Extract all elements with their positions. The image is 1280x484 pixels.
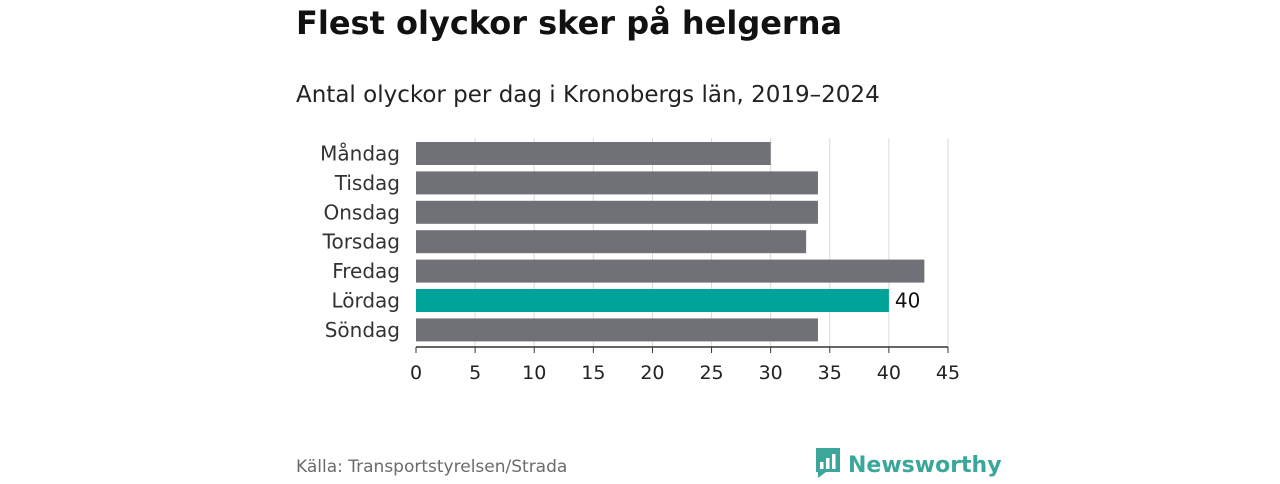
- x-tick-label: 10: [522, 362, 546, 384]
- category-label: Onsdag: [324, 200, 400, 224]
- x-tick-label: 25: [699, 362, 723, 384]
- bar-måndag: [416, 142, 771, 165]
- x-tick-label: 45: [936, 362, 960, 384]
- brand-name: Newsworthy: [848, 452, 1002, 478]
- bar-lördag: [416, 289, 889, 312]
- bar-chart: Måndag Tisdag Onsdag Torsdag Fredag Lördag Sön…: [320, 138, 960, 384]
- bar-chart-speech-bubble-icon: [814, 446, 842, 484]
- chart-subtitle: Antal olyckor per dag i Kronobergs län, …: [296, 82, 880, 108]
- x-tick-label: 30: [759, 362, 783, 384]
- bar-tisdag: [416, 171, 818, 195]
- chart-title: Flest olyckor sker på helgerna: [296, 4, 843, 42]
- bar-torsdag: [416, 230, 807, 254]
- bar-onsdag: [416, 200, 818, 224]
- bar-söndag: [416, 318, 818, 342]
- category-label: Tisdag: [334, 171, 400, 195]
- data-label: 40: [895, 289, 920, 313]
- x-tick-label: 40: [877, 362, 901, 384]
- brand-logo[interactable]: Newsworthy: [814, 446, 1002, 484]
- category-label: Torsdag: [322, 230, 400, 254]
- x-tick-label: 20: [640, 362, 664, 384]
- category-label: Lördag: [331, 289, 400, 313]
- data-labels: 40: [895, 289, 920, 313]
- category-label: Fredag: [332, 259, 400, 283]
- category-label: Måndag: [320, 142, 400, 166]
- x-tick-label: 0: [410, 362, 422, 384]
- category-labels: Måndag Tisdag Onsdag Torsdag Fredag Lördag Sön…: [320, 142, 400, 342]
- x-tick-label: 15: [581, 362, 605, 384]
- x-tick-label: 5: [469, 362, 481, 384]
- bars: [416, 142, 925, 342]
- bar-fredag: [416, 259, 925, 283]
- category-label: Söndag: [325, 318, 400, 342]
- x-axis-ticks: 0 5 10 15 20 25 30 35 40 45: [410, 346, 960, 384]
- source-note: Källa: Transportstyrelsen/Strada: [296, 457, 568, 477]
- x-tick-label: 35: [818, 362, 842, 384]
